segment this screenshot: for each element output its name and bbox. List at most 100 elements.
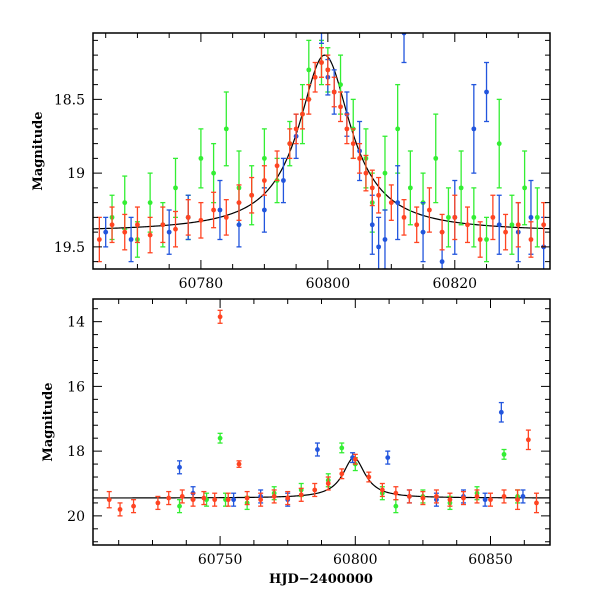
data-point [376,192,382,198]
data-point [528,214,534,220]
data-point [185,214,191,220]
data-point [407,185,413,191]
bottom-axis-ticks: 60750 60800 60850 14 16 18 20 [67,299,550,568]
data-point [339,445,345,451]
bottom-panel: 60750 60800 60850 14 16 18 20 Magnitude HJD−24… [41,298,551,587]
data-point [376,244,382,250]
data-point [496,222,502,228]
data-point [319,60,324,65]
y-tick-label: 19.5 [54,240,85,256]
data-point [522,185,528,191]
data-point [338,82,343,88]
data-point [498,409,504,415]
data-point [315,447,320,452]
data-point [173,226,178,232]
data-point [258,497,264,503]
data-point [484,237,489,242]
data-point [287,141,293,147]
data-point [198,217,204,223]
data-point [434,494,439,499]
data-point [528,237,534,242]
data-point [339,471,345,477]
data-point [211,207,216,213]
x-tick-label: 60800 [333,552,378,568]
top-series-2 [96,47,547,263]
data-point [461,495,466,501]
data-point [261,155,267,161]
data-point [352,456,358,462]
data-point [515,222,521,228]
top-y-axis-label: Magnitude [31,111,46,190]
data-point [465,222,470,228]
data-point [103,229,109,235]
data-point [211,170,216,176]
data-point [117,506,123,512]
y-tick-label: 18 [67,444,85,460]
data-point [223,126,229,132]
top-panel: 60780 60800 60820 18.5 19 19.5 Magnitude [31,32,551,292]
data-point [447,497,453,503]
data-point [135,222,140,228]
bottom-x-axis-label: HJD−2400000 [269,572,373,587]
data-point [357,155,362,161]
data-point [217,314,223,320]
data-point [382,237,388,242]
data-point [369,185,375,191]
y-tick-label: 14 [67,315,85,331]
data-point [179,494,185,499]
data-point [366,474,372,480]
data-point [393,490,399,496]
data-point [503,229,508,235]
data-point [244,495,250,501]
data-point [501,451,507,457]
x-tick-label: 60820 [433,276,478,292]
data-point [471,126,477,132]
y-tick-label: 19 [67,166,85,182]
data-point [223,214,229,220]
data-point [306,96,312,102]
data-point [147,232,153,238]
data-point [109,222,115,228]
bottom-y-axis-label: Magnitude [41,382,56,461]
data-point [177,464,182,470]
data-point [488,497,493,503]
data-point [501,494,507,499]
data-point [166,229,172,235]
data-point [525,437,531,443]
data-point [155,500,161,506]
data-point [344,126,350,132]
data-point [274,163,280,169]
x-tick-label: 60780 [179,276,224,292]
data-point [173,185,178,191]
data-point [534,500,539,506]
data-point [379,487,385,493]
top-axis-ticks: 60780 60800 60820 18.5 19 19.5 [54,33,551,292]
data-point [312,487,318,493]
data-point [509,222,515,228]
data-point [395,126,401,132]
y-tick-label: 18.5 [54,92,85,108]
data-point [217,207,223,213]
top-axes-frame [92,32,551,270]
data-point [325,481,331,486]
data-point [420,229,426,235]
data-point [231,497,237,503]
data-point [534,214,540,220]
data-point [131,503,136,509]
data-point [395,200,401,206]
top-plot-area [93,33,550,269]
x-tick-label: 60850 [468,552,513,568]
data-point [281,178,286,183]
data-point [385,455,391,461]
data-point [369,222,375,228]
data-point [261,178,267,183]
data-point [388,200,394,206]
bottom-series-2 [106,309,539,517]
data-point [471,214,477,220]
data-point [285,495,291,501]
data-point [306,67,312,73]
data-point [482,497,488,503]
data-point [298,492,304,498]
